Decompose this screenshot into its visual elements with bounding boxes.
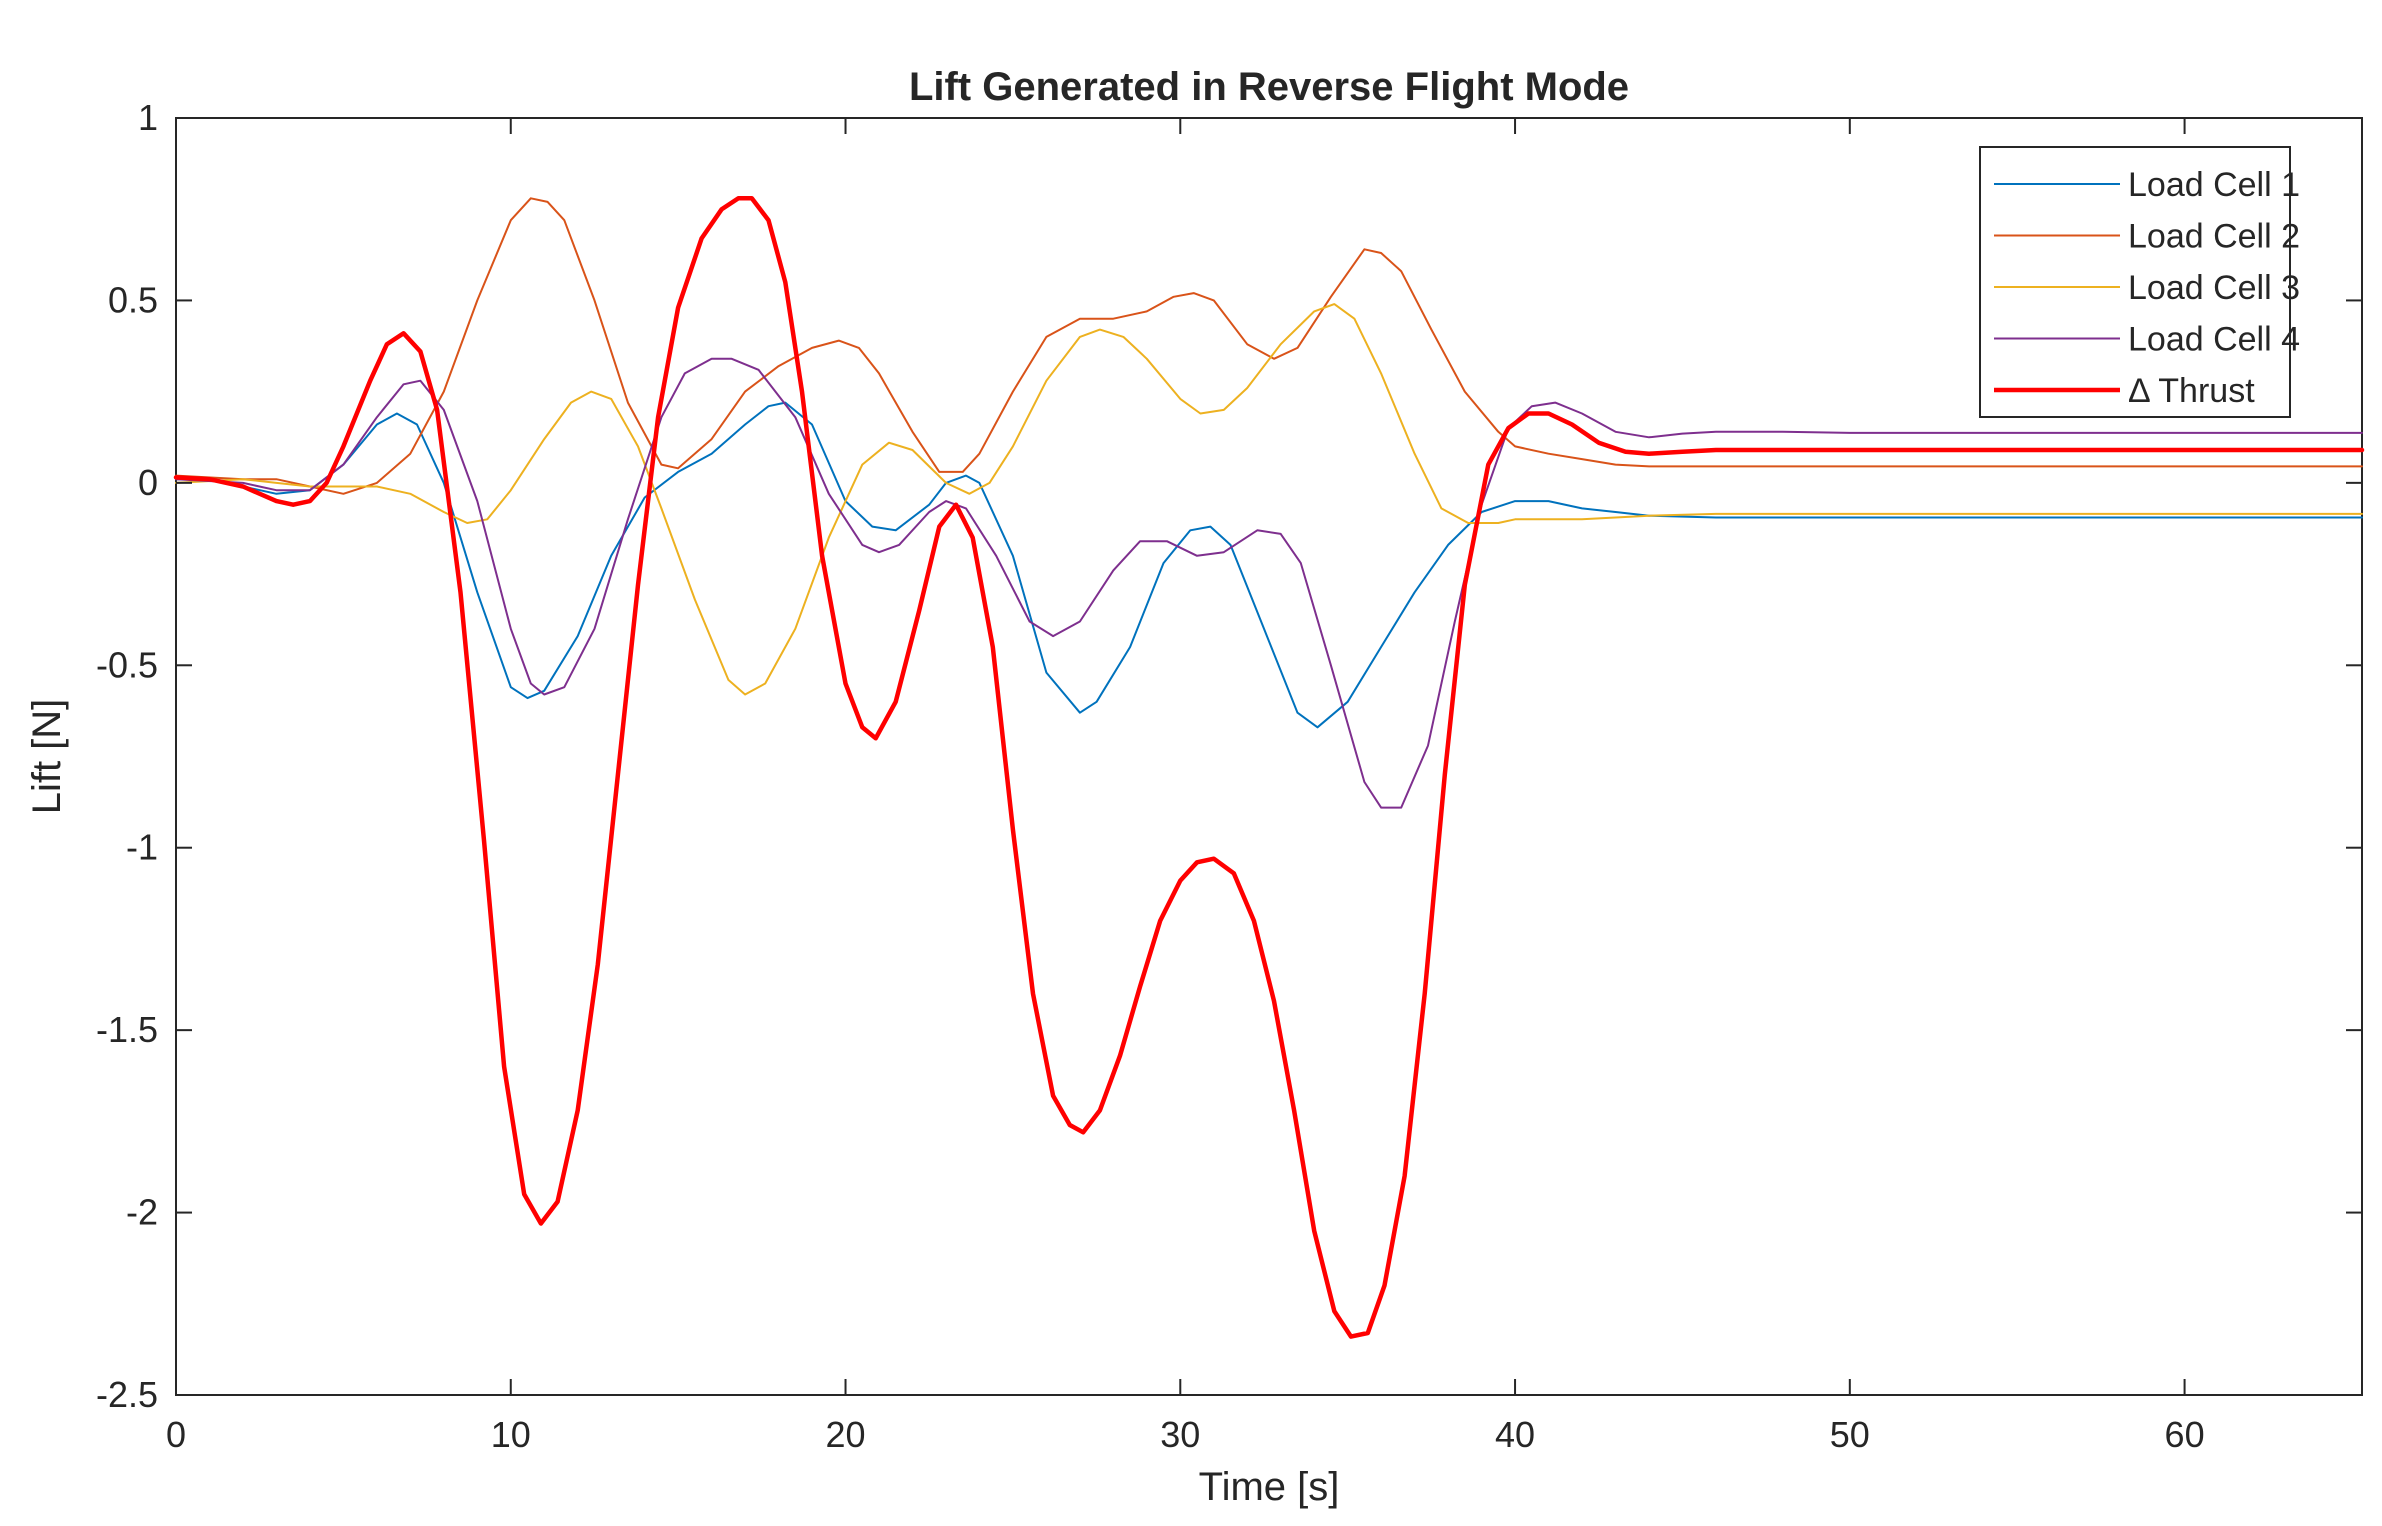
legend-label: Load Cell 2: [2128, 218, 2300, 256]
series-layer: [173, 196, 2365, 1339]
y-tick-label: -2: [126, 1192, 158, 1233]
legend: Load Cell 1 Load Cell 2 Load Cell 3 Load Ce…: [1979, 146, 2300, 418]
x-tick-label: 20: [826, 1414, 866, 1455]
legend-label: Load Cell 3: [2128, 269, 2300, 307]
chart-title: Lift Generated in Reverse Flight Mode: [909, 65, 1629, 109]
y-tick-label: -1.5: [96, 1009, 158, 1050]
series-line-4: [175, 357, 2363, 809]
x-tick-label: 50: [1830, 1414, 1870, 1455]
series-line-5: [173, 196, 2365, 1339]
y-tick-label: -2.5: [96, 1374, 158, 1415]
x-tick-label: 30: [1160, 1414, 1200, 1455]
y-tick-label: 1: [138, 97, 158, 138]
y-tick-label: 0: [138, 462, 158, 503]
tick-labels-layer: 0 10 20 30 40 50 60 1 0.5 0 -0.5 -1 -1.5 -2 -2.5: [96, 97, 2205, 1455]
legend-box: [1979, 146, 2291, 418]
y-tick-label: -1: [126, 827, 158, 868]
y-axis-label: Lift [N]: [25, 699, 69, 815]
x-tick-label: 10: [491, 1414, 531, 1455]
y-tick-label: 0.5: [108, 279, 158, 320]
ticks-layer: [175, 117, 2362, 1396]
legend-label: Load Cell 4: [2128, 321, 2300, 359]
series-line-1: [175, 401, 2363, 729]
y-tick-label: -0.5: [96, 644, 158, 685]
x-axis-label: Time [s]: [1199, 1465, 1340, 1509]
series-line-2: [175, 197, 2363, 495]
legend-label: Δ Thrust: [2128, 372, 2255, 410]
series-line-3: [175, 303, 2363, 696]
x-tick-label: 0: [166, 1414, 186, 1455]
x-tick-label: 60: [2165, 1414, 2205, 1455]
legend-label: Load Cell 1: [2128, 166, 2300, 204]
x-tick-label: 40: [1495, 1414, 1535, 1455]
